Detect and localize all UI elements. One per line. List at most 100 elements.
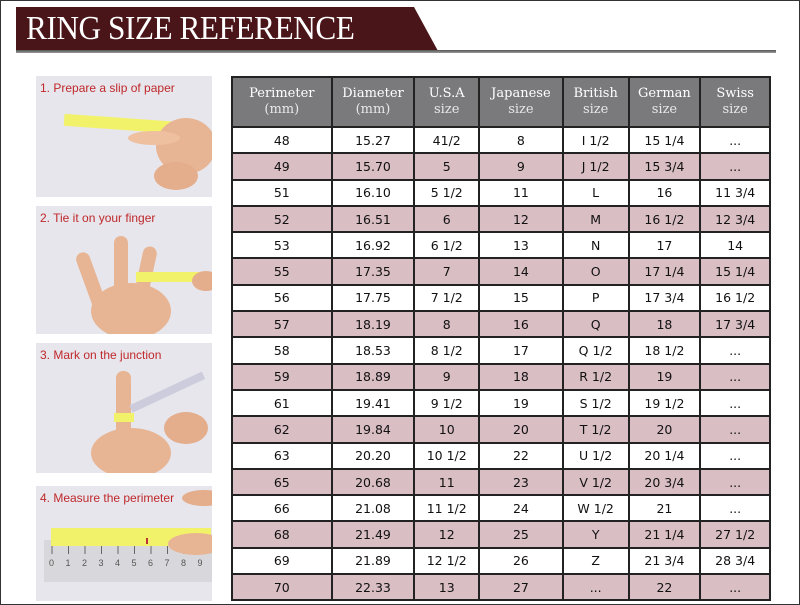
header-line2: size bbox=[722, 102, 748, 117]
title-banner: RING SIZE REFERENCE bbox=[16, 7, 438, 51]
table-cell: 16.10 bbox=[330, 178, 416, 207]
table-row: 70 22.33 13 27... 22... bbox=[231, 573, 771, 602]
table-cell: 56 bbox=[231, 283, 333, 313]
table-cell: 18.19 bbox=[330, 310, 416, 339]
ring-size-table: Perimeter (mm) Diameter (mm) U.S.A size Japane… bbox=[231, 76, 771, 602]
table-cell: ... bbox=[699, 362, 771, 391]
table-cell: 8 bbox=[413, 310, 481, 339]
table-row: 55 17.35 7 14 O 17 1/4 15 1/4 bbox=[231, 257, 771, 286]
table-cell: 5 bbox=[413, 152, 481, 181]
table-cell: 17 bbox=[627, 231, 702, 260]
table-cell: 20.68 bbox=[330, 467, 416, 497]
table-cell: Z bbox=[561, 546, 630, 576]
table-cell: 12 bbox=[478, 204, 564, 234]
table-cell: 17 3/4 bbox=[627, 283, 702, 313]
table-cell: 19 bbox=[627, 362, 702, 391]
table-cell: ... bbox=[561, 573, 630, 602]
table-cell: 12 3/4 bbox=[699, 204, 771, 234]
table-cell: 21.89 bbox=[330, 546, 416, 576]
table-cell: 19.41 bbox=[330, 388, 416, 418]
table-cell: 9 1/2 bbox=[413, 388, 481, 418]
table-cell: ... bbox=[699, 415, 771, 444]
table-cell: 12 1/2 bbox=[413, 546, 481, 576]
step-3-panel: 3. Mark on the junction bbox=[36, 343, 212, 473]
table-cell: 11 1/2 bbox=[413, 494, 481, 523]
step-4-panel: 0 1 2 3 4 5 6 7 8 9 4. Measure the perimeter bbox=[36, 486, 212, 601]
ruler-tick-label: 0 bbox=[49, 558, 54, 568]
table-cell: 51 bbox=[231, 178, 333, 207]
ruler-tick-label: 8 bbox=[181, 558, 186, 568]
table-cell: ... bbox=[699, 573, 771, 602]
table-cell: 58 bbox=[231, 336, 333, 365]
header-line1: Japanese bbox=[491, 86, 551, 101]
table-cell: 57 bbox=[231, 310, 333, 339]
ruler-tick-label: 4 bbox=[115, 558, 120, 568]
table-row: 57 18.19 8 16 Q 18 17 3/4 bbox=[231, 310, 771, 339]
header-line2: size bbox=[582, 102, 609, 117]
table-cell: 13 bbox=[478, 231, 564, 260]
table-cell: 10 bbox=[413, 415, 481, 444]
table-cell: 17.75 bbox=[330, 283, 416, 313]
table-cell: 22 bbox=[627, 573, 702, 602]
ruler-tick-label: 7 bbox=[165, 558, 170, 568]
ruler-measure-illustration: 0 1 2 3 4 5 6 7 8 9 bbox=[44, 490, 212, 582]
ruler-tick-label: 9 bbox=[198, 558, 203, 568]
table-cell: 9 bbox=[413, 362, 481, 391]
table-cell: 14 bbox=[478, 257, 564, 286]
table-cell: R 1/2 bbox=[561, 362, 630, 391]
column-header: Japanese size bbox=[478, 76, 564, 128]
table-cell: 19 bbox=[478, 388, 564, 418]
table-cell: P bbox=[561, 283, 630, 313]
table-cell: 22 bbox=[478, 441, 564, 470]
paper-slip-illustration bbox=[63, 113, 212, 190]
table-row: 69 21.89 12 1/2 26 Z 21 3/4 28 3/4 bbox=[231, 546, 771, 576]
table-cell: 17 bbox=[478, 336, 564, 365]
table-cell: 22.33 bbox=[330, 573, 416, 602]
table-cell: 16 bbox=[478, 310, 564, 339]
step-label: 2. Tie it on your finger bbox=[40, 211, 156, 225]
table-cell: 59 bbox=[231, 362, 333, 391]
table-row: 52 16.51 6 12 M 16 1/2 12 3/4 bbox=[231, 204, 771, 234]
header-line1: Perimeter bbox=[249, 86, 315, 101]
step-1-panel: 1. Prepare a slip of paper bbox=[36, 76, 212, 197]
table-cell: 26 bbox=[478, 546, 564, 576]
header-line2: size bbox=[651, 102, 678, 117]
table-cell: 16.51 bbox=[330, 204, 416, 234]
table-cell: 11 bbox=[478, 178, 564, 207]
table-cell: Q 1/2 bbox=[561, 336, 630, 365]
table-cell: 21.49 bbox=[330, 520, 416, 549]
table-cell: 21.08 bbox=[330, 494, 416, 523]
table-cell: 27 bbox=[478, 573, 564, 602]
step-label: 4. Measure the perimeter bbox=[40, 491, 175, 505]
table-cell: M bbox=[561, 204, 630, 234]
column-header: British size bbox=[561, 76, 630, 128]
table-cell: 55 bbox=[231, 257, 333, 286]
table-cell: 18.53 bbox=[330, 336, 416, 365]
table-cell: 7 1/2 bbox=[413, 283, 481, 313]
table-row: 53 16.92 6 1/2 13 N 17 14 bbox=[231, 231, 771, 260]
column-header: Diameter (mm) bbox=[330, 76, 416, 128]
table-cell: T 1/2 bbox=[561, 415, 630, 444]
header-line1: Diameter bbox=[342, 86, 404, 101]
table-cell: 18.89 bbox=[330, 362, 416, 391]
step-2-panel: 2. Tie it on your finger bbox=[36, 206, 212, 334]
table-cell: ... bbox=[699, 388, 771, 418]
table-cell: 11 3/4 bbox=[699, 178, 771, 207]
table-cell: 14 bbox=[699, 231, 771, 260]
table-cell: ... bbox=[699, 125, 771, 155]
table-cell: 16 1/2 bbox=[699, 283, 771, 313]
step-label: 3. Mark on the junction bbox=[40, 348, 162, 362]
table-cell: 70 bbox=[231, 573, 333, 602]
table-row: 59 18.89 9 18 R 1/2 19... bbox=[231, 362, 771, 391]
table-cell: 17.35 bbox=[330, 257, 416, 286]
table-cell: 18 1/2 bbox=[627, 336, 702, 365]
table-cell: 6 1/2 bbox=[413, 231, 481, 260]
table-cell: J 1/2 bbox=[561, 152, 630, 181]
table-cell: I 1/2 bbox=[561, 125, 630, 155]
table-cell: 17 3/4 bbox=[699, 310, 771, 339]
header-line2: (mm) bbox=[264, 102, 300, 117]
table-cell: 10 1/2 bbox=[413, 441, 481, 470]
table-cell: 62 bbox=[231, 415, 333, 444]
column-header: Perimeter (mm) bbox=[231, 76, 333, 128]
table-cell: 9 bbox=[478, 152, 564, 181]
